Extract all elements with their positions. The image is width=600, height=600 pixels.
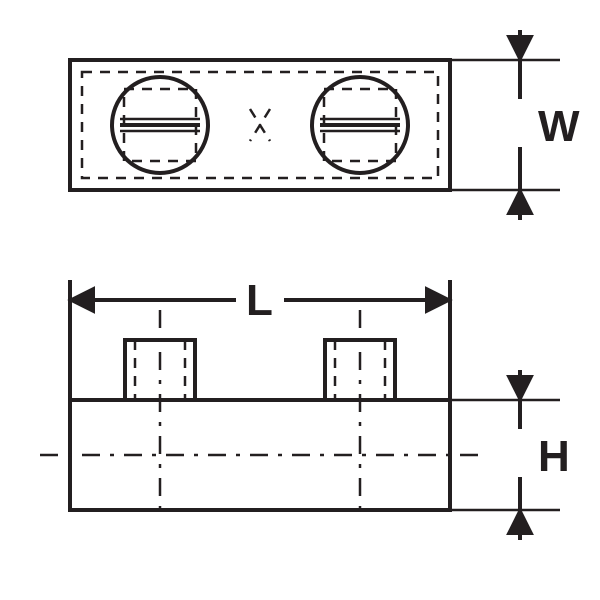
dim-label-L: L [246,276,273,325]
dim-label-W: W [538,102,580,151]
dim-label-H: H [538,432,570,481]
dimension-diagram: W L H [0,0,600,600]
